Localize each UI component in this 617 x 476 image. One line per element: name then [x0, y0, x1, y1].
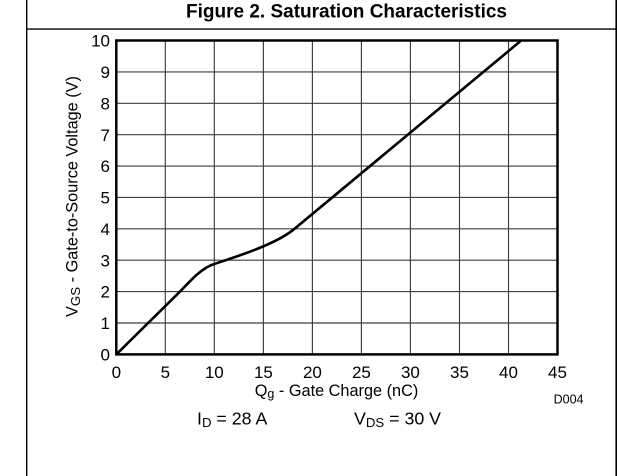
svg-text:2: 2 — [101, 283, 110, 302]
svg-text:3: 3 — [101, 251, 110, 270]
svg-text:15: 15 — [254, 363, 273, 382]
svg-text:0: 0 — [101, 346, 110, 365]
svg-text:Qg - Gate Charge (nC): Qg - Gate Charge (nC) — [255, 382, 419, 401]
svg-text:8: 8 — [101, 94, 110, 113]
svg-text:5: 5 — [161, 363, 170, 382]
svg-text:7: 7 — [101, 126, 110, 145]
svg-text:VDS = 30 V: VDS = 30 V — [354, 409, 441, 431]
svg-text:40: 40 — [499, 363, 518, 382]
svg-text:VGS - Gate-to-Source Voltage (: VGS - Gate-to-Source Voltage (V) — [63, 76, 83, 317]
svg-text:5: 5 — [101, 189, 110, 208]
svg-text:Figure 2. Saturation Character: Figure 2. Saturation Characteristics — [186, 2, 507, 23]
svg-text:6: 6 — [101, 157, 110, 176]
svg-text:35: 35 — [450, 363, 469, 382]
svg-text:20: 20 — [303, 363, 322, 382]
svg-text:30: 30 — [401, 363, 420, 382]
svg-text:25: 25 — [352, 363, 371, 382]
svg-text:1: 1 — [101, 314, 110, 333]
svg-text:D004: D004 — [554, 393, 584, 407]
svg-text:4: 4 — [101, 220, 110, 239]
svg-text:ID = 28 A: ID = 28 A — [197, 409, 267, 431]
svg-text:45: 45 — [548, 363, 567, 382]
svg-text:0: 0 — [112, 363, 121, 382]
svg-text:9: 9 — [101, 63, 110, 82]
svg-text:10: 10 — [205, 363, 224, 382]
svg-text:10: 10 — [91, 32, 110, 51]
